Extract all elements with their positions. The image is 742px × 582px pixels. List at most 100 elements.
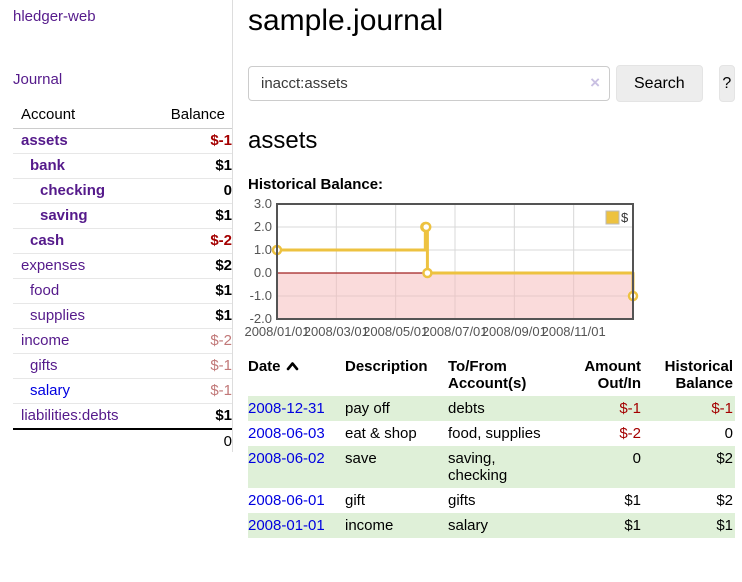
sidebar: hledger-web Journal Account Balance asse… — [0, 0, 233, 454]
transaction-amount-cell: $1 — [624, 517, 641, 534]
svg-text:2008/07/01: 2008/07/01 — [422, 324, 487, 339]
account-row: bank $1 — [13, 153, 232, 179]
register-table: Date Description To/From Account(s) Amou… — [248, 356, 735, 538]
transaction-date-link[interactable]: 2008-06-02 — [248, 450, 325, 467]
account-link-bank[interactable]: bank — [30, 157, 66, 174]
account-link-food[interactable]: food — [30, 282, 60, 299]
transaction-accounts-cell: gifts — [448, 492, 476, 509]
account-name-cell: expenses — [13, 253, 146, 279]
accounts-total-row: 0 — [13, 428, 232, 454]
account-row: assets $-1 — [13, 128, 232, 154]
transaction-description-cell: eat & shop — [345, 425, 417, 442]
sort-ascending-icon — [286, 358, 299, 375]
account-link-checking[interactable]: checking — [40, 182, 106, 199]
account-balance: $-1 — [145, 353, 232, 379]
svg-text:0.0: 0.0 — [254, 265, 272, 280]
brand-link[interactable]: hledger-web — [13, 8, 96, 25]
account-link-supplies[interactable]: supplies — [30, 307, 86, 324]
svg-text:-1.0: -1.0 — [250, 288, 272, 303]
account-link-cash[interactable]: cash — [30, 232, 65, 249]
account-link-gifts[interactable]: gifts — [30, 357, 58, 374]
account-name-cell: supplies — [13, 303, 146, 329]
svg-text:2008/01/01: 2008/01/01 — [244, 324, 309, 339]
account-link-salary[interactable]: salary — [30, 382, 71, 399]
account-name-cell: income — [13, 328, 146, 354]
account-row: supplies $1 — [13, 303, 232, 329]
account-heading: assets — [248, 127, 318, 154]
account-link-income[interactable]: income — [21, 332, 70, 349]
transaction-description-cell: pay off — [345, 400, 390, 417]
transaction-date-link[interactable]: 2008-12-31 — [248, 400, 325, 417]
account-name-cell: gifts — [13, 353, 146, 379]
account-row: checking 0 — [13, 178, 232, 204]
clear-search-icon[interactable]: × — [590, 73, 600, 92]
transaction-balance-cell: $2 — [716, 450, 733, 467]
accounts-total-value: 0 — [145, 428, 232, 454]
help-button[interactable]: ? — [718, 65, 735, 102]
transaction-date-link[interactable]: 2008-06-01 — [248, 492, 325, 509]
register-header-accounts: To/From Account(s) — [448, 358, 527, 392]
transaction-amount-cell: $-1 — [619, 400, 641, 417]
account-name-cell: cash — [13, 228, 146, 254]
search-input-wrapper: × — [248, 66, 610, 101]
account-balance: $1 — [145, 153, 232, 179]
account-name-cell: assets — [13, 128, 146, 154]
transaction-amount-cell: $-2 — [619, 425, 641, 442]
search-bar: × Search ? — [248, 65, 735, 102]
account-balance: $-2 — [145, 228, 232, 254]
register-header-description: Description — [345, 358, 428, 375]
main-content: sample.journal × Search ? assets Histori… — [244, 0, 735, 538]
search-button[interactable]: Search — [616, 65, 703, 102]
account-balance: $1 — [145, 303, 232, 329]
account-balance: $2 — [145, 253, 232, 279]
account-row: income $-2 — [13, 328, 232, 354]
register-header-row: Date Description To/From Account(s) Amou… — [248, 356, 735, 396]
register-header-balance: Historical Balance — [664, 358, 733, 392]
transaction-balance-cell: $-1 — [711, 400, 733, 417]
sidebar-item-journal[interactable]: Journal — [13, 71, 63, 88]
chart-title: Historical Balance: — [248, 176, 384, 193]
transaction-date-link[interactable]: 2008-06-03 — [248, 425, 325, 442]
account-row: liabilities:debts $1 — [13, 403, 232, 430]
account-row: saving $1 — [13, 203, 232, 229]
transaction-amount-cell: 0 — [632, 450, 641, 467]
account-row: salary $-1 — [13, 378, 232, 404]
svg-text:2.0: 2.0 — [254, 219, 272, 234]
svg-text:3.0: 3.0 — [254, 196, 272, 211]
svg-text:2008/11/01: 2008/11/01 — [542, 324, 606, 339]
transaction-balance-cell: $2 — [716, 492, 733, 509]
account-link-assets[interactable]: assets — [21, 132, 68, 149]
svg-text:-2.0: -2.0 — [250, 311, 272, 326]
svg-text:2008/09/01: 2008/09/01 — [482, 324, 547, 339]
register-row: 2008-12-31 pay off debts $-1 $-1 — [248, 396, 735, 421]
transaction-date-cell: 2008-06-03 — [248, 421, 345, 446]
account-name-cell: salary — [13, 378, 146, 404]
transaction-accounts-cell: salary — [448, 517, 489, 534]
accounts-total-spacer — [13, 428, 146, 454]
account-link-saving[interactable]: saving — [40, 207, 88, 224]
page-title: sample.journal — [248, 4, 444, 37]
transaction-description-cell: gift — [345, 492, 366, 509]
transaction-date-cell: 2008-06-02 — [248, 446, 345, 488]
account-row: food $1 — [13, 278, 232, 304]
account-balance: $-2 — [145, 328, 232, 354]
transaction-description-cell: save — [345, 450, 377, 467]
register-header-date[interactable]: Date — [248, 356, 345, 396]
account-name-cell: liabilities:debts — [13, 403, 146, 430]
account-balance: $1 — [145, 278, 232, 304]
svg-text:$: $ — [621, 210, 629, 225]
account-link-expenses[interactable]: expenses — [21, 257, 86, 274]
account-name-cell: food — [13, 278, 146, 304]
accounts-header-account: Account — [13, 103, 146, 129]
transaction-amount-cell: $1 — [624, 492, 641, 509]
search-input[interactable] — [248, 66, 610, 101]
accounts-header-row: Account Balance — [13, 103, 232, 129]
account-balance: 0 — [145, 178, 232, 204]
transaction-date-cell: 2008-01-01 — [248, 513, 345, 538]
account-balance: $-1 — [145, 378, 232, 404]
account-balance: $1 — [145, 203, 232, 229]
account-link-liabilities-debts[interactable]: liabilities:debts — [21, 407, 119, 424]
transaction-date-link[interactable]: 2008-01-01 — [248, 517, 325, 534]
account-row: expenses $2 — [13, 253, 232, 279]
transaction-balance-cell: 0 — [724, 425, 733, 442]
